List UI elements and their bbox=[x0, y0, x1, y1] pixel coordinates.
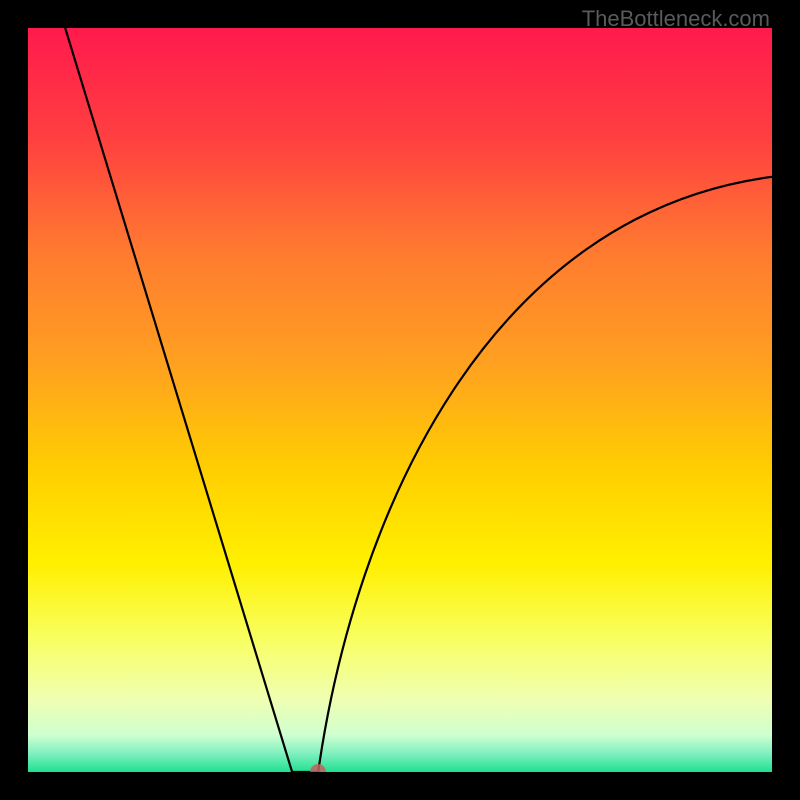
watermark-text: TheBottleneck.com bbox=[582, 6, 770, 31]
plot-area bbox=[28, 28, 772, 772]
curve-path bbox=[65, 28, 772, 772]
watermark: TheBottleneck.com bbox=[582, 6, 770, 32]
curve-svg bbox=[28, 28, 772, 772]
chart-container: TheBottleneck.com bbox=[0, 0, 800, 800]
